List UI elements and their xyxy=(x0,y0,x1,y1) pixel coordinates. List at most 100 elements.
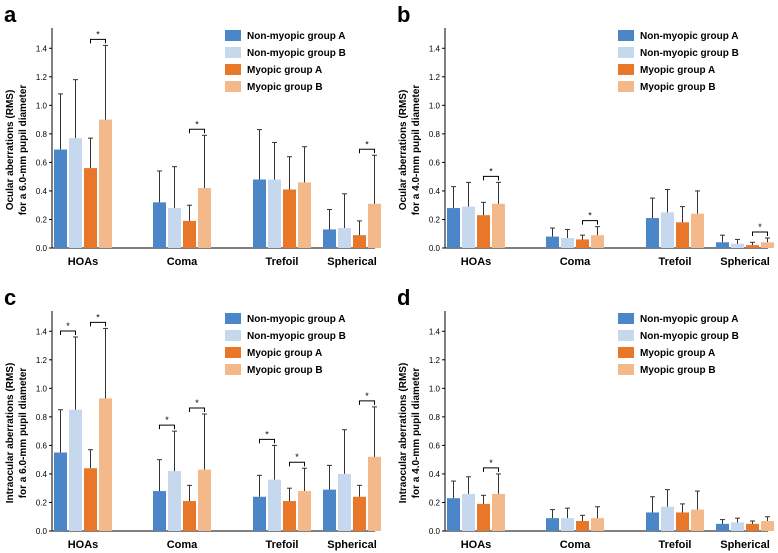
bar xyxy=(576,239,589,248)
y-axis-label-line1: Ocular aberrations (RMS) xyxy=(398,90,409,211)
legend-label: Myopic group A xyxy=(640,65,715,76)
legend-label: Non-myopic group B xyxy=(640,48,739,59)
significance-bracket xyxy=(159,424,175,430)
bar xyxy=(447,498,460,531)
panel-letter: b xyxy=(397,2,410,27)
legend-swatch xyxy=(618,64,634,75)
y-tick-label: 0.0 xyxy=(36,244,48,253)
y-tick-label: 0.0 xyxy=(429,527,441,536)
x-category-label: Coma xyxy=(167,256,198,268)
panel-d: d Intraocular aberrations (RMS) for a 4.0-… xyxy=(397,285,774,551)
significance-star: * xyxy=(489,458,493,468)
legend-label: Non-myopic group B xyxy=(247,48,346,59)
panel-letter: c xyxy=(4,285,16,310)
y-tick-label: 1.4 xyxy=(429,327,441,336)
panel-letter: a xyxy=(4,2,17,27)
legend-swatch xyxy=(225,364,241,375)
bar xyxy=(661,506,674,531)
bar xyxy=(746,523,759,531)
y-axis-label-line1: Intraocular aberrations (RMS) xyxy=(398,363,409,504)
bar xyxy=(368,203,381,248)
significance-bracket xyxy=(189,128,205,134)
bar xyxy=(283,189,296,248)
significance-bracket xyxy=(289,461,305,467)
y-tick-label: 0.2 xyxy=(36,498,48,507)
x-category-label: Coma xyxy=(560,539,591,551)
bar xyxy=(323,229,336,248)
bar xyxy=(368,456,381,531)
panel-c: c Intraocular aberrations (RMS) for a 6.0-… xyxy=(4,285,381,551)
x-category-label: HOAs xyxy=(461,539,492,551)
legend-swatch xyxy=(618,313,634,324)
legend-label: Non-myopic group A xyxy=(247,31,346,42)
legend-swatch xyxy=(225,330,241,341)
significance-bracket xyxy=(752,231,768,237)
y-tick-label: 1.2 xyxy=(36,356,48,365)
bar xyxy=(661,212,674,248)
bar xyxy=(353,235,366,248)
significance-star: * xyxy=(66,321,70,331)
y-tick-label: 1.4 xyxy=(429,44,441,53)
y-tick-label: 0.6 xyxy=(36,158,48,167)
y-tick-label: 0.4 xyxy=(36,187,48,196)
y-axis-label-line2: for a 6.0-mm pupil diameter xyxy=(18,368,29,499)
significance-bracket xyxy=(483,467,499,472)
bar xyxy=(746,245,759,248)
significance-bracket xyxy=(189,407,205,413)
bar xyxy=(268,479,281,531)
legend-label: Myopic group B xyxy=(640,82,716,93)
significance-star: * xyxy=(96,312,100,322)
bar xyxy=(99,398,112,531)
legend-label: Non-myopic group A xyxy=(640,31,739,42)
significance-star: * xyxy=(195,398,199,408)
bar xyxy=(576,521,589,531)
significance-bracket xyxy=(483,175,499,181)
bar xyxy=(676,222,689,248)
legend-swatch xyxy=(225,347,241,358)
bar xyxy=(591,518,604,531)
legend-swatch xyxy=(225,81,241,92)
x-category-label: Spherical xyxy=(720,256,770,268)
x-category-label: HOAs xyxy=(461,256,492,268)
significance-star: * xyxy=(165,415,169,425)
x-category-label: Coma xyxy=(560,256,591,268)
y-tick-label: 0.4 xyxy=(429,187,441,196)
bar xyxy=(676,512,689,531)
significance-star: * xyxy=(265,429,269,439)
legend-swatch xyxy=(225,313,241,324)
x-category-label: Spherical xyxy=(327,256,377,268)
panel-b: b Ocular aberrations (RMS) for a 4.0-mm pu… xyxy=(397,2,774,268)
y-tick-label: 0.8 xyxy=(36,413,48,422)
bar xyxy=(99,119,112,248)
significance-star: * xyxy=(295,452,299,462)
bar xyxy=(69,138,82,248)
panel-a: a Ocular aberrations (RMS) for a 6.0-mm pu… xyxy=(4,2,381,268)
bar xyxy=(646,512,659,531)
significance-star: * xyxy=(588,211,592,221)
bar xyxy=(691,213,704,248)
y-axis-label-line2: for a 4.0-mm pupil diameter xyxy=(411,85,422,216)
bar xyxy=(492,493,505,531)
y-tick-label: 0.6 xyxy=(429,441,441,450)
legend-label: Myopic group A xyxy=(247,348,322,359)
legend-label: Non-myopic group B xyxy=(640,331,739,342)
legend-swatch xyxy=(618,81,634,92)
bar xyxy=(761,242,774,248)
legend-swatch xyxy=(618,30,634,41)
legend-swatch xyxy=(225,47,241,58)
bar xyxy=(54,149,67,248)
x-category-label: Trefoil xyxy=(658,539,691,551)
y-tick-label: 1.2 xyxy=(429,356,441,365)
bar xyxy=(168,208,181,248)
bar xyxy=(298,491,311,531)
bar xyxy=(492,203,505,248)
y-tick-label: 0.2 xyxy=(36,215,48,224)
bar xyxy=(183,220,196,248)
legend-label: Non-myopic group A xyxy=(247,314,346,325)
x-category-label: Spherical xyxy=(327,539,377,551)
bar xyxy=(198,188,211,248)
y-tick-label: 0.8 xyxy=(429,413,441,422)
bar xyxy=(84,168,97,248)
bar xyxy=(338,473,351,531)
